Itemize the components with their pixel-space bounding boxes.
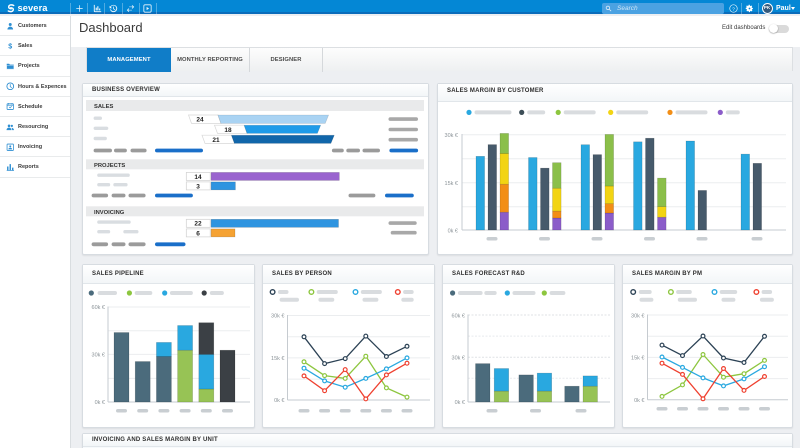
svg-text:30k €: 30k € (452, 356, 465, 362)
svg-text:30k €: 30k € (271, 314, 284, 320)
svg-text:$: $ (8, 42, 12, 50)
svg-text:21: 21 (212, 137, 220, 144)
svg-text:30k €: 30k € (445, 133, 458, 139)
svg-text:30k €: 30k € (92, 353, 105, 359)
svg-text:15k €: 15k € (445, 181, 458, 187)
svg-text:SALES: SALES (94, 104, 113, 110)
svg-text:0k €: 0k € (274, 398, 284, 404)
svg-text:0k €: 0k € (448, 229, 458, 235)
svg-text:22: 22 (194, 221, 202, 228)
svg-text:24: 24 (196, 117, 204, 124)
svg-text:0k €: 0k € (455, 400, 465, 406)
svg-text:60k €: 60k € (452, 314, 465, 320)
svg-text:?: ? (732, 6, 735, 12)
svg-text:0k €: 0k € (634, 398, 644, 404)
svg-text:PROJECTS: PROJECTS (94, 163, 125, 169)
svg-text:14: 14 (194, 174, 202, 181)
svg-text:INVOICING: INVOICING (94, 210, 125, 216)
svg-text:60k €: 60k € (92, 305, 105, 311)
svg-text:3: 3 (196, 183, 200, 190)
svg-text:15k €: 15k € (631, 356, 644, 362)
svg-text:18: 18 (224, 127, 232, 134)
svg-text:15k €: 15k € (271, 356, 284, 362)
svg-text:0k €: 0k € (95, 400, 105, 406)
svg-text:6: 6 (196, 230, 200, 237)
svg-text:30k €: 30k € (631, 314, 644, 320)
